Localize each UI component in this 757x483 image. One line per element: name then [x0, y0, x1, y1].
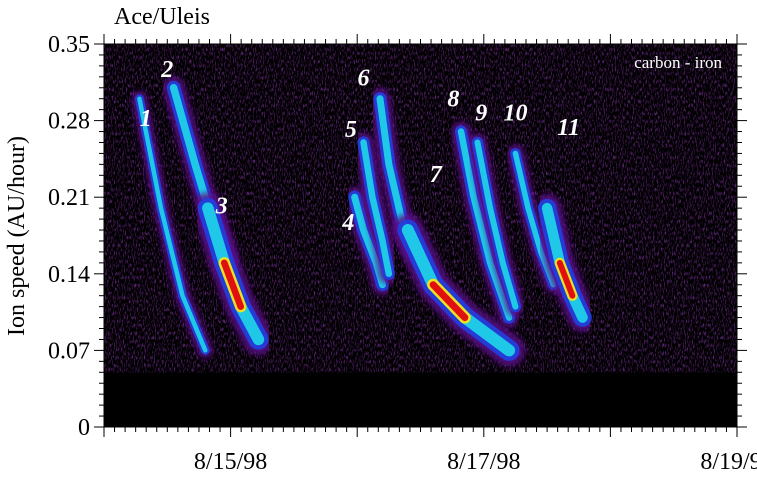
event-label-1: 1	[140, 106, 152, 132]
y-tick-label: 0.14	[48, 262, 90, 288]
track-event-1	[131, 90, 214, 359]
track-peak	[429, 281, 469, 322]
track-core	[474, 139, 519, 310]
y-tick-label: 0.28	[48, 109, 90, 135]
event-label-6: 6	[358, 66, 370, 92]
y-tick-label: 0.21	[48, 185, 90, 211]
track-core	[137, 96, 208, 353]
x-tick-label: 8/15/98	[194, 449, 267, 475]
inset-label: carbon - iron	[634, 53, 722, 72]
y-tick-label: 0	[78, 415, 90, 441]
axes: 0 0.07 0.14 0.21 0.28 0.35 8/15/98 8/17/98 8/19/…	[48, 32, 757, 475]
event-label-11: 11	[557, 115, 580, 141]
event-label-10: 10	[503, 101, 527, 127]
track-event-5	[353, 132, 399, 284]
event-label-4: 4	[341, 210, 354, 236]
track-event-3	[192, 192, 274, 355]
event-label-7: 7	[430, 162, 443, 188]
y-tick-label: 0.35	[48, 32, 90, 58]
track-event-7	[391, 214, 526, 367]
track-core	[457, 128, 513, 321]
x-tick-label: 8/17/98	[447, 449, 520, 475]
track-core	[360, 139, 393, 278]
y-axis-label: Ion speed (AU/hour)	[4, 136, 30, 336]
chart-title: Ace/Uleis	[114, 4, 210, 30]
event-label-8: 8	[447, 86, 459, 112]
track-peak	[220, 259, 245, 310]
event-label-9: 9	[475, 101, 487, 127]
instrument-cutoff-region	[104, 374, 737, 427]
event-label-3: 3	[215, 194, 228, 220]
track-event-9	[468, 133, 525, 317]
event-label-2: 2	[160, 57, 173, 83]
x-tick-label: 8/19/98	[700, 449, 757, 475]
track-event-8	[451, 121, 520, 328]
event-label-5: 5	[345, 117, 357, 143]
track-event-11	[532, 193, 597, 332]
track-peak	[556, 259, 576, 299]
dispersion-tracks	[131, 76, 597, 367]
y-tick-label: 0.07	[48, 338, 90, 364]
